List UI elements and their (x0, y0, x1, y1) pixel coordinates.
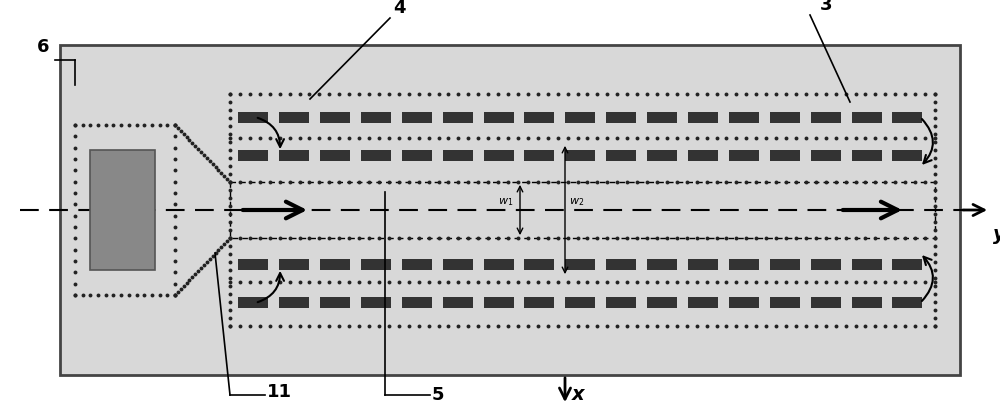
Bar (647, 297, 677, 308)
Bar (770, 259, 800, 270)
Text: y: y (993, 225, 1000, 244)
Bar (770, 112, 800, 123)
Bar (320, 150, 350, 161)
Text: 3: 3 (820, 0, 832, 14)
Bar (279, 259, 309, 270)
Bar (361, 112, 391, 123)
Bar (230, 182, 935, 238)
Text: 6: 6 (37, 38, 50, 56)
Bar (402, 112, 432, 123)
Bar (811, 297, 841, 308)
Bar (443, 150, 473, 161)
Bar (238, 259, 268, 270)
Bar (606, 112, 636, 123)
Bar (402, 297, 432, 308)
Bar (688, 150, 718, 161)
Bar (238, 297, 268, 308)
Bar (402, 150, 432, 161)
Bar (565, 112, 595, 123)
Bar (892, 112, 922, 123)
Bar (484, 259, 514, 270)
Text: 11: 11 (267, 383, 292, 401)
Bar (361, 150, 391, 161)
Bar (852, 297, 882, 308)
Bar (443, 259, 473, 270)
Text: $w_1$: $w_1$ (498, 196, 513, 208)
Bar (606, 150, 636, 161)
Bar (892, 297, 922, 308)
Bar (230, 238, 935, 326)
Bar (606, 259, 636, 270)
Bar (892, 150, 922, 161)
Bar (320, 259, 350, 270)
Bar (647, 259, 677, 270)
Bar (852, 112, 882, 123)
Text: x: x (572, 385, 585, 404)
Bar (729, 150, 759, 161)
Bar (852, 150, 882, 161)
Bar (606, 297, 636, 308)
Bar (688, 297, 718, 308)
Bar (770, 297, 800, 308)
Bar (565, 297, 595, 308)
Bar (484, 150, 514, 161)
Bar (729, 297, 759, 308)
Bar (484, 297, 514, 308)
Bar (90, 150, 155, 270)
Bar (524, 259, 554, 270)
Bar (647, 112, 677, 123)
Bar (279, 297, 309, 308)
Bar (230, 94, 935, 182)
Text: 4: 4 (393, 0, 406, 17)
Bar (729, 112, 759, 123)
Bar (770, 150, 800, 161)
Bar (688, 259, 718, 270)
Bar (647, 150, 677, 161)
Bar (811, 112, 841, 123)
Bar (361, 259, 391, 270)
Bar (60, 45, 960, 375)
Bar (402, 259, 432, 270)
Bar (361, 297, 391, 308)
Bar (484, 112, 514, 123)
Bar (811, 259, 841, 270)
Bar (238, 112, 268, 123)
Bar (279, 112, 309, 123)
Bar (852, 259, 882, 270)
Bar (565, 259, 595, 270)
Bar (892, 259, 922, 270)
Bar (688, 112, 718, 123)
Bar (565, 150, 595, 161)
Bar (238, 150, 268, 161)
Text: 5: 5 (432, 386, 444, 404)
Bar (524, 297, 554, 308)
Text: $w_2$: $w_2$ (569, 196, 584, 208)
Bar (443, 112, 473, 123)
Bar (279, 150, 309, 161)
Bar (811, 150, 841, 161)
Bar (443, 297, 473, 308)
Bar (320, 112, 350, 123)
Bar (524, 150, 554, 161)
Bar (524, 112, 554, 123)
Bar (320, 297, 350, 308)
Bar (729, 259, 759, 270)
